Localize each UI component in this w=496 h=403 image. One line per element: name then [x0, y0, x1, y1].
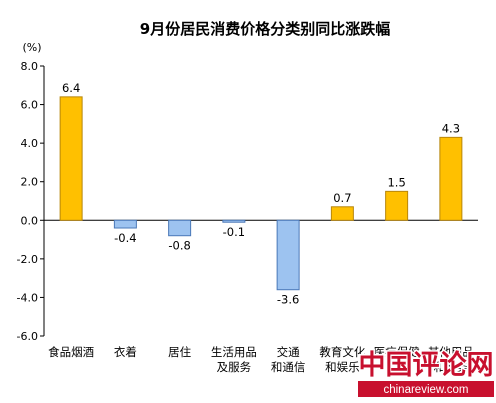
data-label: 0.7 — [333, 191, 351, 205]
chart-title: 9月份居民消费价格分类别同比涨跌幅 — [140, 20, 390, 38]
bar — [276, 219, 300, 291]
y-tick-label: 0.0 — [21, 214, 39, 227]
category-label: 和服务 — [434, 360, 469, 374]
category-label: 其他用品 — [428, 345, 474, 359]
y-tick-label: -4.0 — [17, 291, 38, 304]
category-label: 教育文化 — [319, 345, 365, 359]
bars — [59, 96, 463, 291]
y-tick-label: 8.0 — [21, 60, 39, 73]
bar — [222, 219, 246, 223]
data-label: -0.8 — [168, 239, 190, 253]
bar — [330, 206, 354, 221]
category-label: 和娱乐 — [325, 360, 360, 374]
axes: 8.0 6.0 4.0 2.0 0.0 -2.0 -4.0 -6.0 — [17, 60, 478, 343]
category-label: 交通 — [277, 345, 300, 359]
category-label: 居住 — [168, 345, 191, 359]
y-tick-label: 4.0 — [21, 137, 39, 150]
data-label: 6.4 — [62, 81, 80, 95]
bar — [168, 219, 192, 237]
category-label: 及服务 — [217, 360, 252, 374]
watermark: 中国评论网 chinareview.com — [357, 349, 495, 397]
data-label: -0.1 — [223, 225, 245, 239]
y-axis-unit-label: (%) — [22, 41, 41, 54]
bar — [385, 190, 409, 221]
y-tick-label: -2.0 — [17, 253, 38, 266]
bar — [59, 96, 83, 221]
data-label: -0.4 — [114, 231, 136, 245]
watermark-bar — [358, 381, 494, 397]
bar — [113, 219, 137, 229]
y-tick-label: 2.0 — [21, 176, 39, 189]
bar — [439, 136, 463, 221]
y-tick-label: -6.0 — [17, 330, 38, 343]
category-label: 生活用品 — [211, 345, 257, 359]
category-label: 医疗保健 — [374, 345, 420, 359]
category-label: 食品烟酒 — [48, 345, 94, 359]
category-label: 衣着 — [114, 345, 137, 359]
data-label: 1.5 — [387, 175, 405, 189]
data-labels: 6.4 -0.4 -0.8 -0.1 -3.6 0.7 1.5 4.3 — [62, 81, 460, 307]
watermark-text-cn: 中国评论网 — [359, 350, 494, 381]
y-tick-label: 6.0 — [21, 99, 39, 112]
watermark-text-en: chinareview.com — [383, 384, 468, 396]
data-label: 4.3 — [442, 121, 460, 135]
category-label: 和通信 — [271, 360, 306, 374]
data-label: -3.6 — [277, 293, 299, 307]
